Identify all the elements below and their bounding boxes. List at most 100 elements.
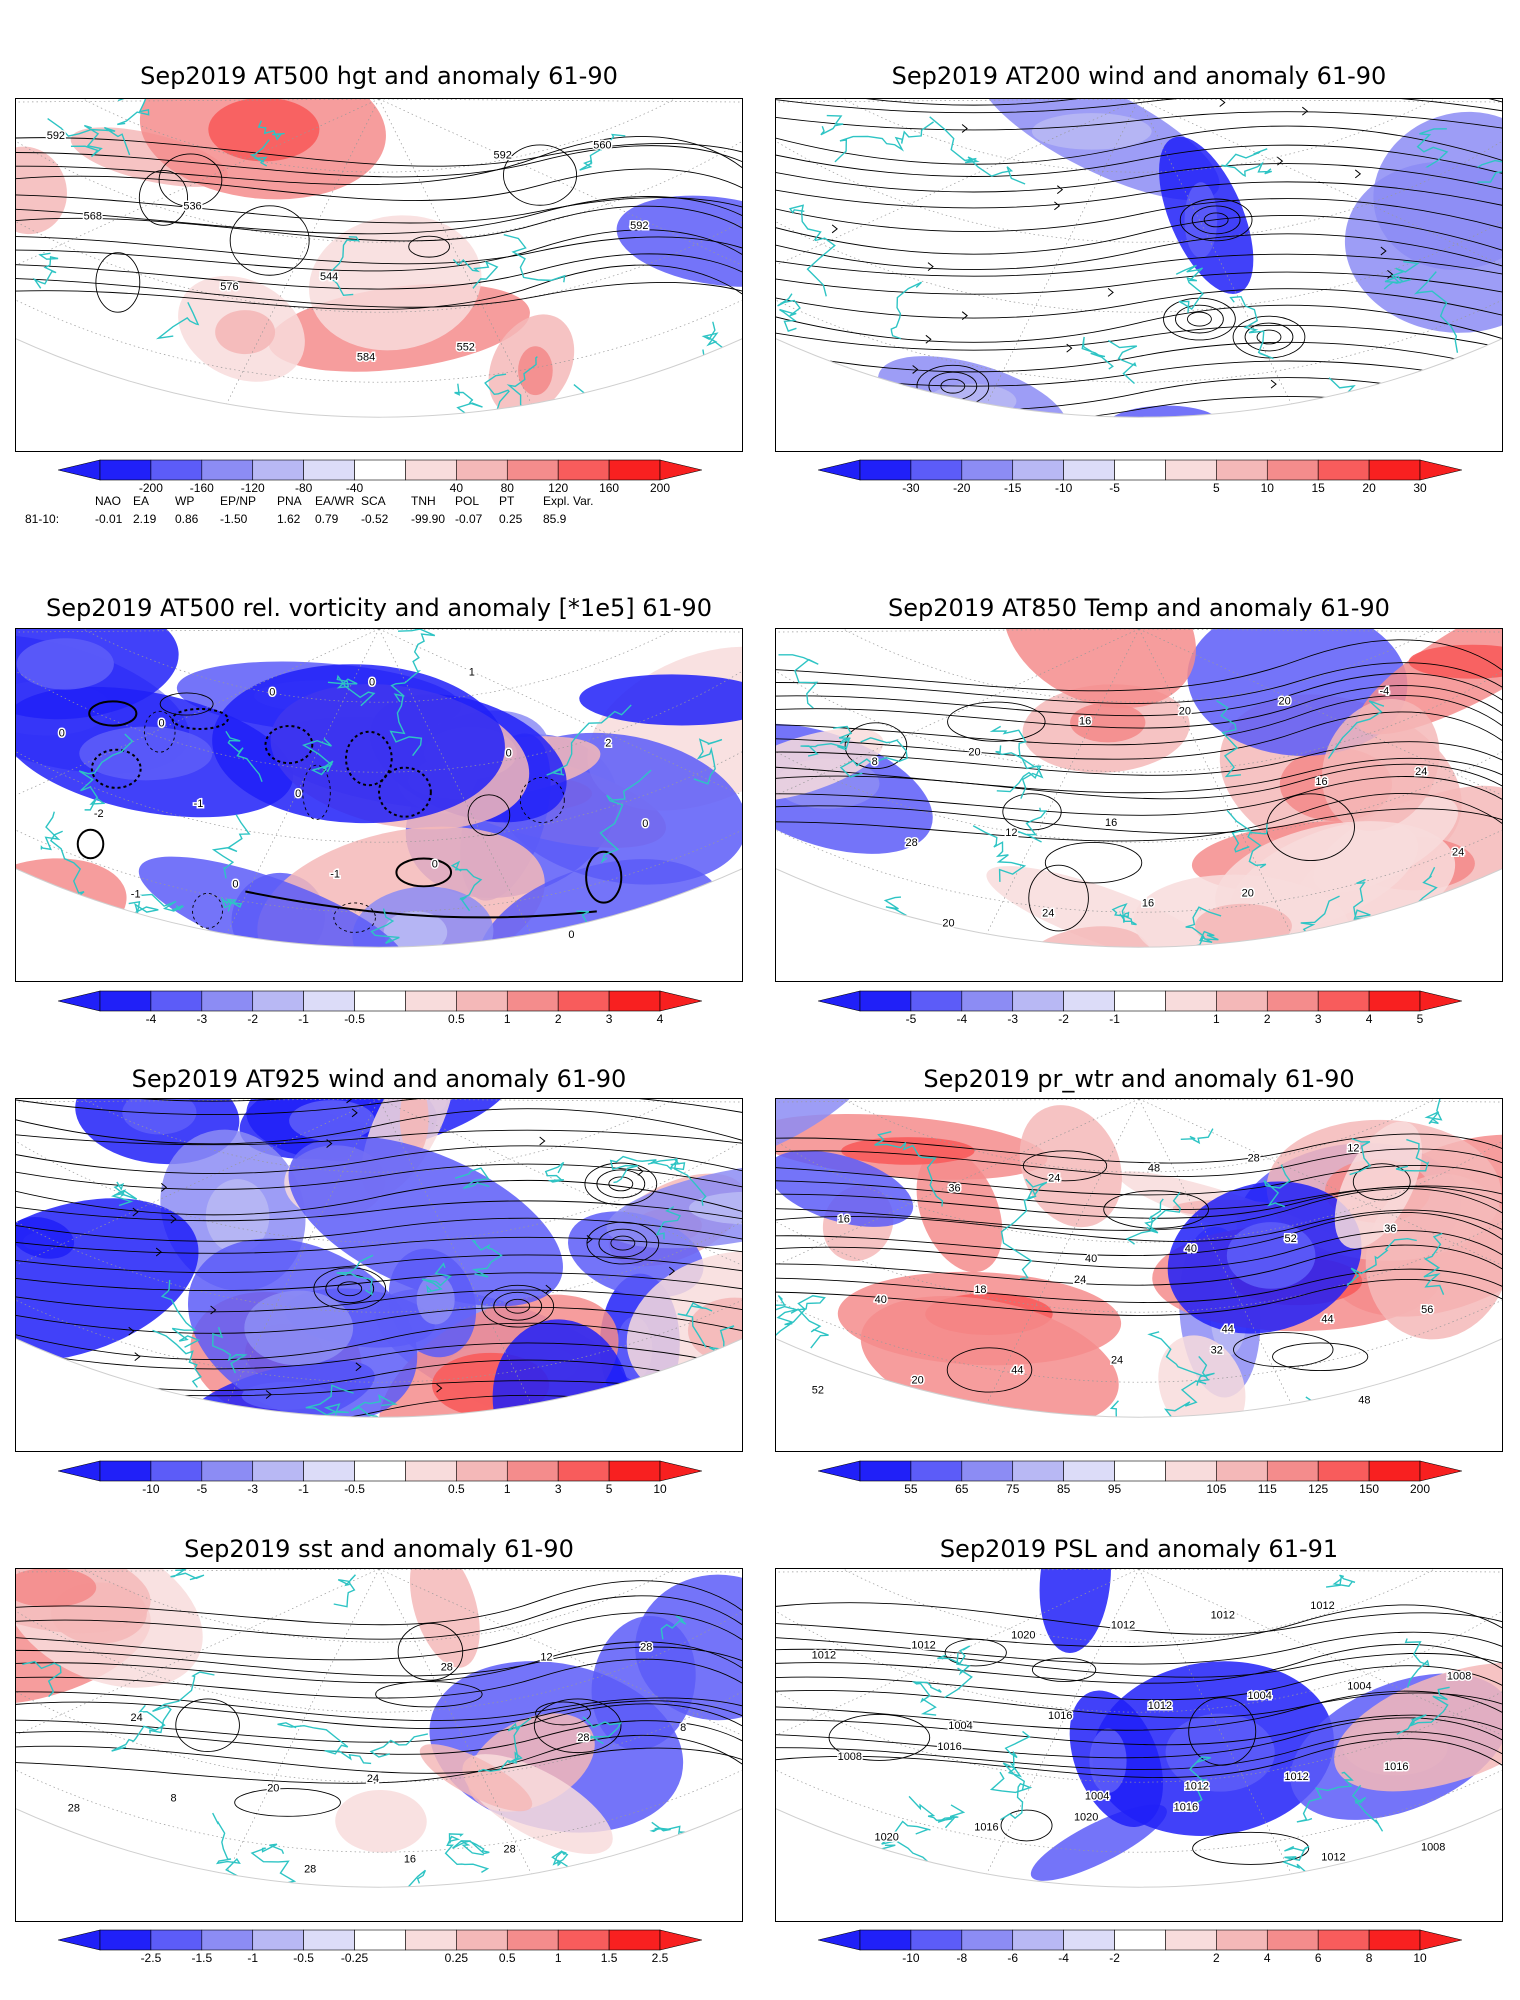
contour-label: 28	[68, 1803, 80, 1815]
contour-label: 44	[1222, 1324, 1234, 1336]
contour-label: 28	[577, 1732, 589, 1744]
contour-label: 16	[1142, 897, 1154, 909]
contour-label: 0	[232, 879, 238, 891]
colorbar-tick-label: 30	[1413, 481, 1427, 495]
colorbar-tick-label: -2	[1058, 1012, 1069, 1026]
colorbar-tick-label: 10	[653, 1482, 667, 1496]
contour-label: 552	[457, 342, 475, 354]
panel-title-at200-wind: Sep2019 AT200 wind and anomaly 61-90	[891, 62, 1387, 90]
contour-label: 20	[1179, 706, 1191, 718]
contour-label: 0	[642, 818, 648, 830]
colorbar-tick-label: 15	[1311, 481, 1325, 495]
graticule	[16, 629, 742, 935]
contour-label: 32	[1211, 1345, 1223, 1357]
teleconnection-index-value: -0.07	[455, 512, 483, 526]
colorbar-tick-labels: -10 -5 -3 -1 -0.5 0.5 1 3 5 10	[58, 1482, 702, 1498]
contour-label: 592	[47, 130, 65, 142]
contour-label: 1020	[1011, 1630, 1035, 1642]
colorbar-tick-label: -0.25	[340, 1951, 369, 1965]
contour-label: 12	[1347, 1143, 1359, 1155]
colorbar-tick-label: 95	[1107, 1482, 1122, 1496]
colorbar-sst: -2.5 -1.5 -1 -0.5 -0.25 0.25 0.5 1 1.5 2.5	[58, 1929, 702, 1965]
colorbar-tick-label: 105	[1206, 1482, 1227, 1496]
contour-label: 1012	[812, 1650, 836, 1662]
contour-label: 24	[1074, 1274, 1086, 1286]
contour-label: 0	[432, 859, 438, 871]
teleconnection-index-value: 1.62	[277, 512, 301, 526]
colorbar-tick-label: -10	[902, 1951, 920, 1965]
colorbar-tick-label: -8	[956, 1951, 968, 1965]
contour-label: 592	[494, 150, 512, 162]
colorbar-tick-label: -5	[1109, 481, 1120, 495]
colorbar-tick-label: 3	[1314, 1012, 1322, 1026]
colorbar-tick-label: 0.5	[448, 1482, 465, 1496]
colorbar-pr-wtr: 55 65 75 85 95 105 115 125 150 200	[818, 1460, 1462, 1496]
contour-label: 0	[159, 717, 165, 729]
contour-labels: 0 0 0 0 0 -1 -1 1 2 -2 0 0 0 0 -1 0	[57, 665, 649, 942]
contour-label: 28	[1248, 1153, 1260, 1165]
colorbar-tick-label: 6	[1314, 1951, 1322, 1965]
contour-label: 8	[680, 1722, 686, 1734]
contour-label: 1004	[1247, 1690, 1271, 1702]
colorbar-tick-label: 2.5	[651, 1951, 669, 1965]
contour-label: 1012	[1284, 1771, 1308, 1783]
colorbar-tick-labels: -10 -8 -6 -4 -2 2 4 6 8 10	[818, 1951, 1462, 1967]
colorbar-at200-wind: -30 -20 -15 -10 -5 5 10 15 20 30	[818, 459, 1462, 495]
colorbar-tick-label: 65	[955, 1482, 969, 1496]
contour-label: -1	[330, 869, 340, 881]
colorbar-tick-label: 40	[449, 481, 464, 495]
colorbar-tick-label: 2	[1263, 1012, 1271, 1026]
colorbar-psl: -10 -8 -6 -4 -2 2 4 6 8 10	[818, 1929, 1462, 1965]
contour-label: 28	[304, 1863, 316, 1875]
colorbar-tick-label: -3	[196, 1012, 208, 1026]
colorbar-tick-label: -10	[142, 1482, 160, 1496]
contour-label: 18	[974, 1284, 986, 1296]
contour-label: 1016	[1384, 1761, 1408, 1773]
teleconnection-index-name: EP/NP	[220, 494, 257, 508]
contour-label: 48	[1148, 1163, 1160, 1175]
coastlines	[776, 1574, 1450, 1888]
contour-label: 1012	[1185, 1781, 1209, 1793]
colorbar-tick-label: -5	[905, 1012, 917, 1026]
colorbar-tick-label: 1.5	[600, 1951, 618, 1965]
map-pr-wtr: 24 32 12 16 18 24 28 36 40 44 48 52 56 20 24 40 44 52 36 40…	[775, 1098, 1503, 1452]
colorbar-tick-label: -0.5	[293, 1951, 314, 1965]
contour-labels: 24 28 28 24 20 16 12 8 8 28 28 28 28	[66, 1640, 687, 1877]
contour-label: 20	[942, 917, 954, 929]
colorbar-tick-label: -30	[902, 481, 920, 495]
contour-label: 52	[1284, 1233, 1296, 1245]
contour-label: 40	[1185, 1243, 1197, 1255]
teleconnection-index-name: POL	[455, 494, 480, 508]
colorbar-at500-hgt: -200 -160 -120 -80 -40 40 80 120 160 200	[58, 459, 702, 495]
contour-label: 1008	[1421, 1841, 1445, 1853]
contour-label: 36	[948, 1182, 960, 1194]
contour-label: 20	[1242, 887, 1254, 899]
colorbar-tick-label: 5	[1213, 481, 1220, 495]
map-plot: 24 32 12 16 18 24 28 36 40 44 48 52 56 20 24 40 44 52 36 40…	[776, 1099, 1502, 1418]
contour-label: 584	[357, 352, 375, 364]
colorbar-tick-label: 1	[554, 1951, 562, 1965]
contour-label: 1012	[1111, 1620, 1135, 1632]
colorbar-tick-label: 0.5	[448, 1012, 465, 1026]
colorbar-tick-label: 0.5	[498, 1951, 516, 1965]
contour-label: 560	[593, 140, 611, 152]
colorbar-tick-label: 200	[1409, 1482, 1431, 1496]
map-at200-wind	[775, 98, 1503, 452]
teleconnection-index-name: SCA	[361, 494, 386, 508]
contour-label: 16	[838, 1213, 850, 1225]
contour-label: 1012	[911, 1640, 935, 1652]
colorbar-tick-label: -3	[1007, 1012, 1019, 1026]
colorbar-tick-label: -20	[953, 481, 971, 495]
panel-title-at500-vort: Sep2019 AT500 rel. vorticity and anomaly…	[46, 594, 712, 622]
contour-label: 16	[404, 1853, 416, 1865]
colorbar-tick-label: 75	[1006, 1482, 1020, 1496]
contour-label: 44	[1011, 1364, 1023, 1376]
contour-label: 40	[875, 1294, 887, 1306]
contour-label: 1008	[838, 1751, 862, 1763]
colorbar-tick-label: 5	[1416, 1012, 1424, 1026]
teleconnection-index-value: 2.19	[133, 512, 157, 526]
contour-lines	[776, 1133, 1502, 1393]
teleconnection-index-value: 0.86	[175, 512, 199, 526]
contour-labels: 24 32 12 16 18 24 28 36 40 44 48 52 56 20 24 40 44 52 36 40…	[810, 1141, 1434, 1408]
teleconnection-index-value: 0.79	[315, 512, 339, 526]
